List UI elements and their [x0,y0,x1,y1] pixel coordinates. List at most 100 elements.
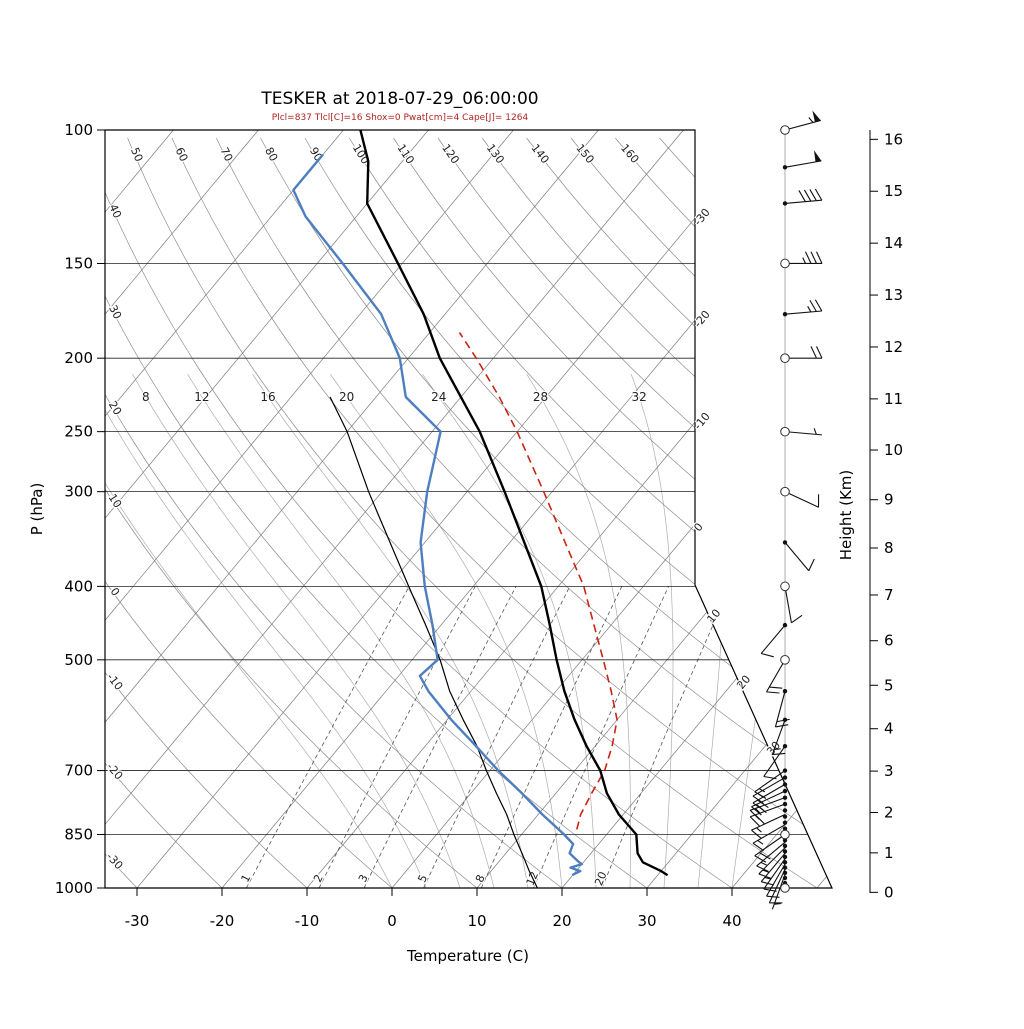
height-tick-label: 2 [884,803,894,821]
wind-barb [760,624,786,658]
wind-barb [784,428,822,436]
wind-barb [763,858,786,892]
sounding-profiles [292,130,668,888]
temperature-tick-label: 10 [467,912,486,930]
mixing-ratio-line [601,586,731,888]
mixing-ratio-line [246,586,410,888]
height-tick-label: 3 [884,762,894,780]
pressure-tick-label: 700 [64,762,93,780]
wind-barb-column [749,110,823,910]
isotherm [136,130,769,888]
mixing-ratio-line [423,586,571,888]
dry-adiabat [570,137,832,888]
dry-adiabat [171,137,832,888]
level-dot [782,826,788,831]
pressure-tick-label: 1000 [55,879,93,897]
wind-barb [751,814,786,839]
height-tick-label: 10 [884,441,903,459]
pressure-tick-label: 200 [64,349,93,367]
isotherm [105,130,429,888]
level-circle [780,581,790,592]
dewpoint-curve [292,154,584,876]
dry-adiabat-label: 20 [106,399,124,418]
wind-barb [784,150,822,168]
level-circle [780,426,790,437]
isotherm [561,130,832,888]
mixing-ratio-line [363,586,517,888]
isotherm [646,130,832,888]
wind-barb [756,841,786,872]
moist-adiabat-label: 20 [339,390,354,404]
wind-barb [749,797,786,820]
moist-adiabat [330,373,563,888]
wind-barb [784,110,821,131]
dry-adiabat [482,137,832,888]
level-circle [780,829,790,840]
height-tick-label: 15 [884,182,903,200]
dry-adiabat-label: -20 [104,760,126,782]
isotherm [105,130,259,888]
dry-adiabat [105,137,733,888]
dry-adiabat-label: 50 [128,146,145,164]
level-circle [780,655,790,665]
height-axis-label: Height (Km) [837,470,855,561]
wind-barb [752,783,786,811]
wind-barb [785,251,823,265]
wind-barb [774,691,790,728]
chart-subtitle: Plcl=837 Tlcl[C]=16 Shox=0 Pwat[cm]=4 Ca… [272,113,529,123]
moist-adiabat [526,374,631,888]
moist-adiabat-label: 28 [533,390,548,404]
dry-adiabat [526,137,832,888]
temperature-tick-label: 40 [722,912,741,930]
isotherm [105,130,684,888]
isotherm [105,130,514,888]
temperature-tick-label: -20 [210,912,235,930]
dry-adiabat [105,137,648,888]
temperature-tick-label: -10 [295,912,320,930]
moist-adiabat-label: 16 [260,390,275,404]
level-circle [780,883,790,893]
height-tick-label: 13 [884,286,903,304]
temperature-curve [359,130,668,876]
dry-adiabat-label: 110 [394,142,416,167]
isotherm [476,130,832,888]
pressure-tick-label: 850 [64,825,93,843]
pressure-tick-label: 250 [64,423,93,441]
wind-barb [784,542,815,572]
mixing-ratio-label: 5 [415,873,430,885]
dry-adiabat-label: 80 [262,145,280,164]
wind-barb [752,824,786,852]
moist-adiabat-lines [105,373,797,888]
isotherm [221,130,832,888]
height-tick-label: 11 [884,390,903,408]
moist-adiabat [187,374,495,888]
dry-adiabat-label: -30 [104,850,126,872]
isotherm [391,130,832,888]
height-tick-label: 8 [884,539,894,557]
dry-adiabat-label: 40 [106,202,124,220]
wind-barb [768,869,786,904]
level-dot [782,849,788,854]
isotherm-label: 20 [734,673,753,692]
mixing-ratio-line [318,586,476,888]
moist-adiabat-label: 8 [142,390,150,404]
mixing-ratio-line [533,586,669,888]
isotherm-label: 0 [691,520,705,534]
level-circle [780,353,790,363]
dry-adiabat [105,137,478,888]
mixing-ratio-label: 1 [239,872,254,884]
dry-adiabat [105,137,563,888]
temperature-tick-label: 20 [552,912,571,930]
moist-adiabat [132,374,461,888]
height-tick-label: 9 [884,491,894,509]
isotherm [731,130,832,888]
parcel-moist-adiabat-line [329,396,538,888]
dry-adiabat [105,137,308,888]
isotherm-label: 10 [704,607,723,626]
dry-adiabat-label: 0 [108,585,123,598]
temperature-tick-label: -30 [125,912,150,930]
height-tick-label: 12 [884,338,903,356]
